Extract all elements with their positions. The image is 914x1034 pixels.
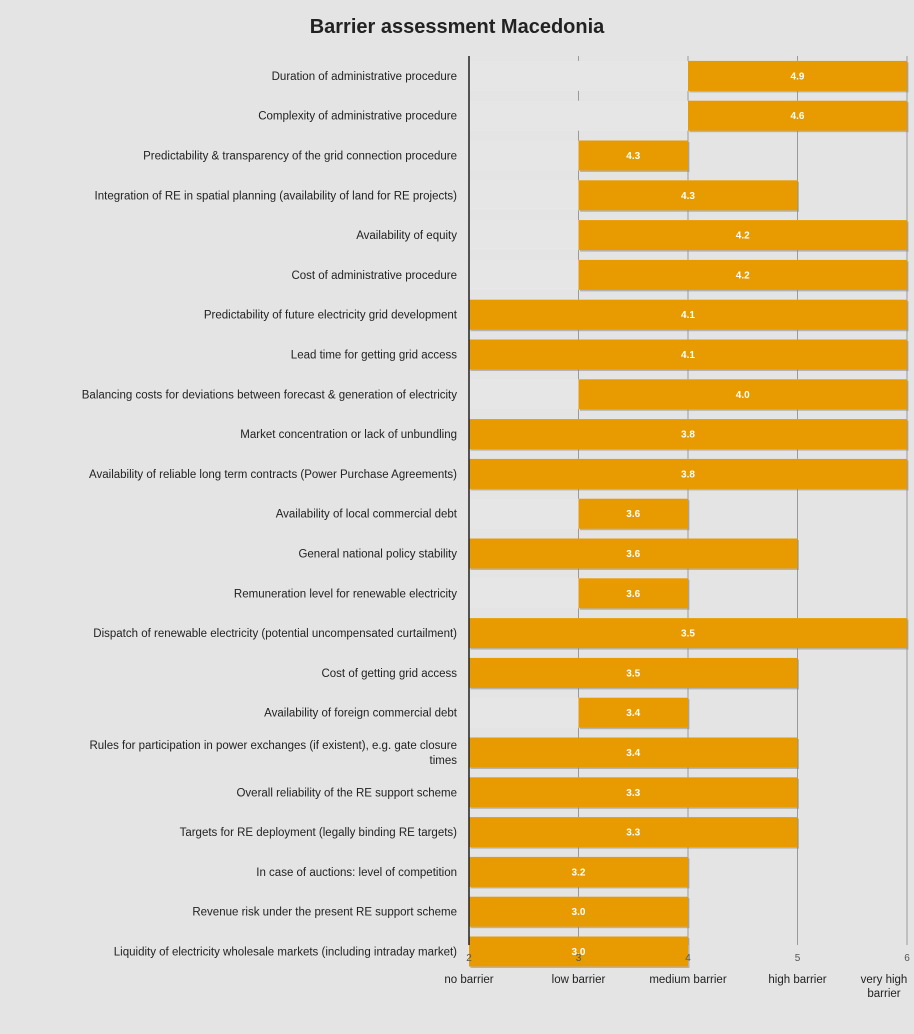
category-label: Balancing costs for deviations between f… [82,389,457,401]
bar [469,896,688,927]
category-label: General national policy stability [298,549,457,561]
bar-value-label: 3.0 [572,907,586,918]
bar-value-label: 4.9 [791,71,805,82]
category-label: Lead time for getting grid access [291,350,457,362]
tick-label: 5 [795,953,801,964]
category-label: Overall reliability of the RE support sc… [236,787,457,799]
tick-label: 2 [466,953,472,964]
bar-value-label: 3.4 [626,708,640,719]
bar [688,100,907,131]
bar [578,578,688,609]
bar [469,458,907,489]
bar [578,220,907,251]
scale-label: high barrier [768,974,826,986]
bar-value-label: 4.2 [736,270,750,281]
tick-label: 4 [685,953,691,964]
bar-value-label: 4.3 [681,191,695,202]
bar [469,936,688,967]
bar-value-label: 3.4 [626,748,640,759]
bar-value-label: 4.6 [791,111,805,122]
bar [688,60,907,91]
category-label: Complexity of administrative procedure [258,111,457,123]
bar [469,817,798,848]
bar [469,299,907,330]
bar-value-label: 3.6 [626,589,640,600]
bar [578,697,688,728]
category-label: Availability of foreign commercial debt [264,708,458,720]
category-label: Remuneration level for renewable electri… [234,588,457,600]
bar-value-label: 4.0 [736,390,750,401]
bar-value-label: 3.0 [572,947,586,958]
bar [578,379,907,410]
tick-label: 6 [904,953,910,964]
category-label: Liquidity of electricity wholesale marke… [114,947,457,959]
scale-label: medium barrier [649,974,726,986]
category-label: Targets for RE deployment (legally bindi… [180,827,458,839]
category-label: Availability of local commercial debt [276,509,458,521]
chart-title: Barrier assessment Macedonia [309,16,605,38]
bar-value-label: 3.8 [681,469,695,480]
bar-value-label: 4.3 [626,151,640,162]
bar [578,180,798,211]
bar-value-label: 4.1 [681,350,695,361]
bar-value-label: 3.5 [626,668,640,679]
category-label: Market concentration or lack of unbundli… [240,429,457,441]
bar-value-label: 3.3 [626,788,640,799]
bar [578,140,688,171]
category-label: Rules for participation in power exchang… [89,740,457,752]
bar-value-label: 3.6 [626,509,640,520]
scale-label: barrier [867,988,900,1000]
category-label: Predictability of future electricity gri… [204,310,458,322]
category-label: Cost of administrative procedure [291,270,457,282]
category-label: In case of auctions: level of competitio… [256,867,457,879]
bar-value-label: 3.2 [572,867,586,878]
bar [469,339,907,370]
bar-value-label: 3.3 [626,828,640,839]
bar [469,618,907,649]
bar [578,259,907,290]
bar [578,498,688,529]
scale-label: no barrier [444,974,493,986]
category-label: Dispatch of renewable electricity (poten… [93,628,457,640]
category-label: Availability of reliable long term contr… [89,469,457,481]
category-label: Duration of administrative procedure [272,71,457,83]
bar [469,777,798,808]
tick-label: 3 [576,953,582,964]
bar-value-label: 3.6 [626,549,640,560]
category-label: Cost of getting grid access [321,668,457,680]
category-label: times [430,755,458,767]
bar [469,657,798,688]
scale-label: very high [861,974,908,986]
category-label: Predictability & transparency of the gri… [143,151,457,163]
bar [469,538,798,569]
bar [469,856,688,887]
bar-value-label: 3.5 [681,629,695,640]
bar [469,419,907,450]
bar-value-label: 4.2 [736,231,750,242]
bar [469,737,798,768]
scale-label: low barrier [552,974,606,986]
category-label: Revenue risk under the present RE suppor… [192,907,457,919]
bar-value-label: 3.8 [681,430,695,441]
category-label: Availability of equity [356,230,457,242]
bar-value-label: 4.1 [681,310,695,321]
category-label: Integration of RE in spatial planning (a… [95,190,458,202]
